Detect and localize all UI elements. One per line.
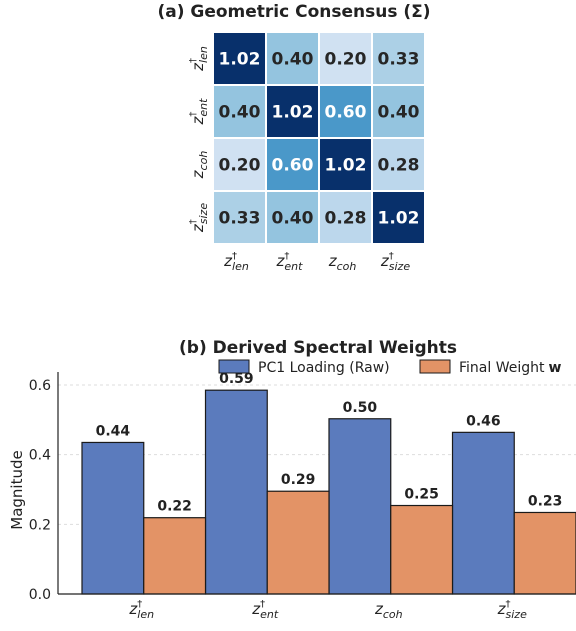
heatmap-cell-label: 0.60 [272, 156, 314, 176]
heatmap-cell-label: 0.33 [378, 50, 420, 70]
heatmap-cell-label: 0.40 [378, 103, 420, 123]
heatmap-col-label: z† size [380, 251, 410, 273]
y-tick-label: 0.2 [29, 517, 51, 533]
heatmap-cell [265, 84, 320, 139]
bar [81, 441, 145, 595]
y-tick-label: 0.4 [29, 448, 51, 464]
heatmap-cell-label: 0.40 [272, 50, 314, 70]
heatmap-cell [212, 31, 267, 86]
heatmap-cells: 1.02 0.40 0.20 0.33 0.40 1.02 0.60 0.40 0.20 0.60… [212, 31, 426, 245]
heatmap-cell-label: 1.02 [219, 50, 261, 70]
bar-value-label: 0.46 [466, 413, 501, 429]
heatmap-cell-label: 0.40 [272, 209, 314, 229]
heatmap-cell [265, 137, 320, 192]
legend-label: PC1 Loading (Raw) [258, 360, 390, 376]
heatmap-col-label: z† ent [276, 251, 304, 273]
bar [328, 418, 392, 595]
bar-value-label: 0.29 [281, 472, 316, 488]
x-tick-label: z† len [128, 599, 154, 621]
heatmap-row-label: z†len [188, 46, 210, 72]
bar [143, 517, 207, 595]
legend-swatch [419, 359, 451, 374]
y-tick-label: 0.0 [29, 587, 51, 603]
x-tick-label: z† ent [251, 599, 279, 621]
bar-y-tick-labels: 0.0 0.2 0.4 0.6 [29, 378, 51, 603]
heatmap-row-label: z†size [188, 203, 210, 233]
heatmap-row-label: z†ent [188, 98, 210, 126]
heatmap-cell-label: 1.02 [378, 209, 420, 229]
bar-series: 0.44 0.59 0.50 0.46 0.22 0.29 0.25 0.23 [81, 371, 576, 595]
heatmap-cell-label: 0.28 [325, 209, 367, 229]
bar [513, 511, 576, 595]
heatmap-col-label: zcoh [328, 252, 357, 273]
y-axis-label: Magnitude [8, 450, 26, 529]
heatmap-cell [212, 190, 267, 245]
x-tick-label: zcoh [374, 600, 403, 621]
legend: PC1 Loading (Raw) Final Weight w [218, 359, 562, 376]
heatmap-cell-label: 0.60 [325, 103, 367, 123]
legend-swatch [218, 359, 250, 374]
bar-value-label: 0.22 [157, 499, 192, 515]
bar-value-label: 0.25 [404, 487, 439, 503]
heatmap-cell-label: 0.20 [219, 156, 261, 176]
bar-axes [57, 372, 576, 595]
bar [390, 504, 454, 595]
heatmap-cell-label: 1.02 [325, 156, 367, 176]
heatmap-row-label: zcoh [189, 151, 210, 180]
bar [266, 490, 330, 595]
heatmap-title: (a) Geometric Consensus (Σ) [157, 2, 430, 22]
bar-value-label: 0.44 [96, 423, 131, 439]
heatmap-col-label: z† len [223, 251, 249, 273]
heatmap-cell-label: 1.02 [272, 103, 314, 123]
heatmap-cell [265, 190, 320, 245]
heatmap-cell [371, 31, 426, 86]
heatmap-chart: (a) Geometric Consensus (Σ) 1.02 0.40 0.20… [157, 2, 430, 273]
heatmap-cell [371, 84, 426, 139]
heatmap-cell-label: 0.20 [325, 50, 367, 70]
heatmap-cell-label: 0.40 [219, 103, 261, 123]
heatmap-cell-label: 0.33 [219, 209, 261, 229]
bar-chart-title: (b) Derived Spectral Weights [179, 338, 457, 358]
heatmap-cell [371, 190, 426, 245]
heatmap-col-labels: z† len z† ent zcoh z† size [223, 251, 410, 273]
bar [451, 431, 515, 595]
bar-chart: (b) Derived Spectral Weights 0.44 0.59 0.5… [8, 338, 576, 621]
bar-value-label: 0.59 [219, 371, 254, 387]
legend-label: Final Weight w [459, 360, 562, 376]
heatmap-row-labels: z†len z†ent zcoh z†size [188, 46, 210, 233]
y-tick-label: 0.6 [29, 378, 51, 394]
heatmap-cell-label: 0.28 [378, 156, 420, 176]
bar-x-tick-labels: z† len z† ent zcoh z† size [128, 599, 527, 621]
x-tick-label: z† size [497, 599, 527, 621]
bar-value-label: 0.23 [528, 493, 563, 509]
bar [204, 389, 268, 595]
heatmap-cell [371, 137, 426, 192]
bar-value-label: 0.50 [343, 400, 378, 416]
